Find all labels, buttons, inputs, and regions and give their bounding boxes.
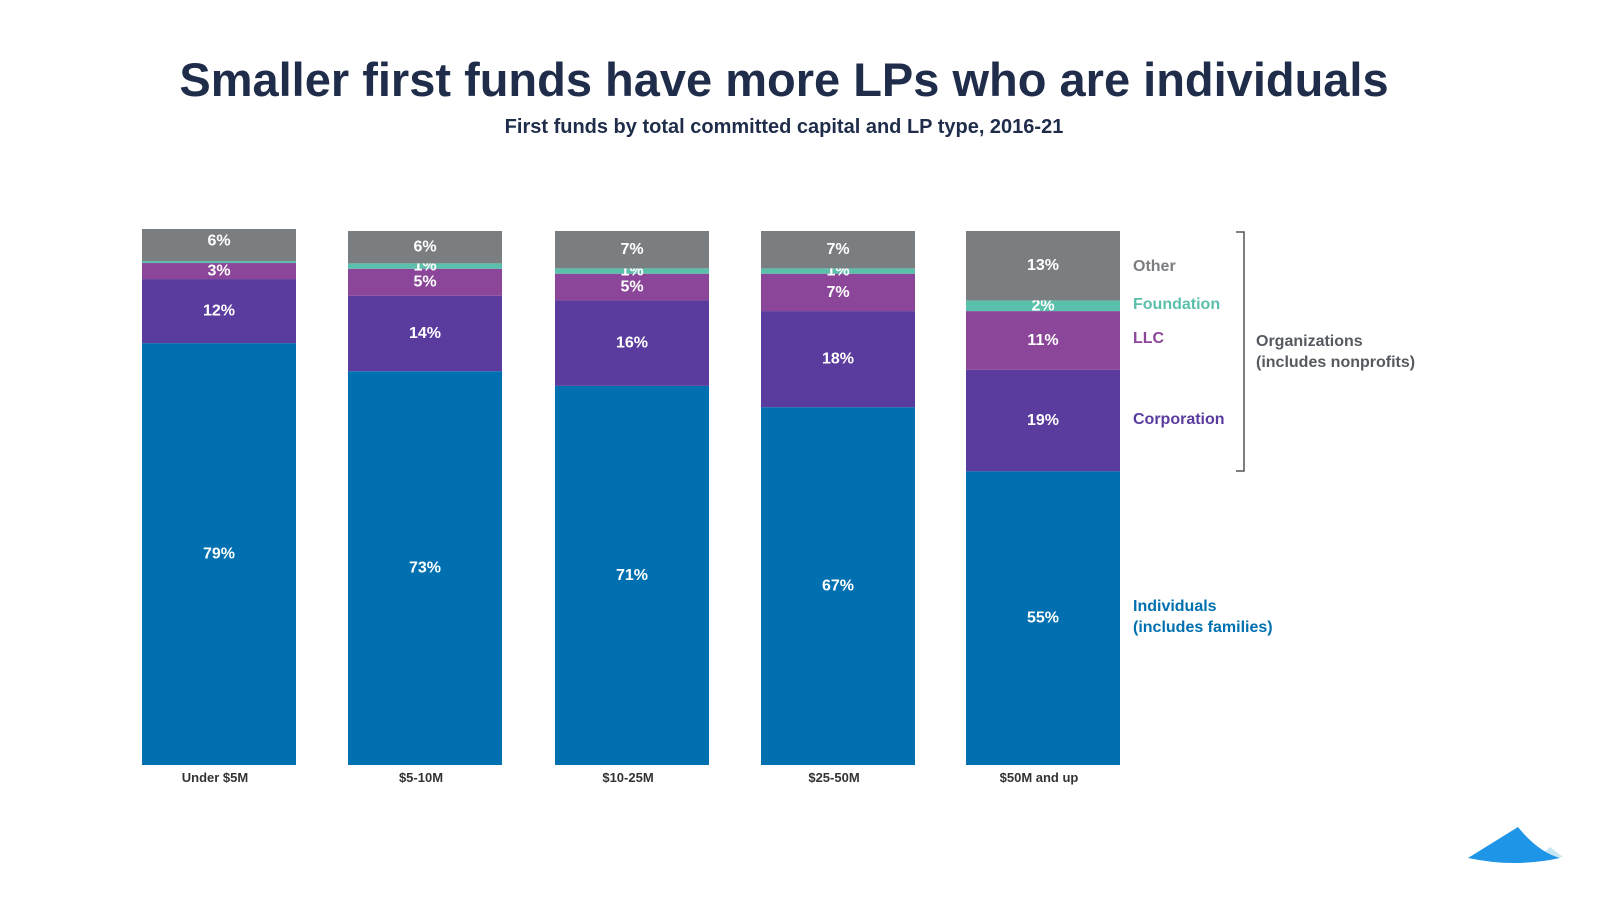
category-label: $50M and up [1000, 770, 1079, 785]
organizations-label-line2: (includes nonprofits) [1256, 354, 1415, 371]
data-label: 3% [207, 263, 230, 280]
data-label: 7% [826, 284, 849, 301]
bar-segment-foundation [555, 268, 709, 274]
data-label: 55% [1027, 610, 1059, 627]
bar-segment-corporation [761, 311, 915, 408]
data-label: 2% [1031, 297, 1054, 314]
bar-segment-individuals [555, 385, 709, 765]
bar-segment-individuals [966, 471, 1120, 765]
data-label: 6% [413, 239, 436, 256]
bar-segment-other [348, 231, 502, 264]
data-label: 6% [207, 233, 230, 250]
bar-segment-foundation [761, 268, 915, 274]
bar-segment-corporation [348, 295, 502, 372]
data-label: 14% [409, 325, 441, 342]
bar-segment-foundation [142, 261, 296, 264]
data-label: 13% [1027, 257, 1059, 274]
data-label: 5% [413, 274, 436, 291]
category-label: Under $5M [182, 770, 248, 785]
legend-other: Other [1133, 258, 1176, 275]
data-label: 18% [822, 351, 854, 368]
bar-segment-corporation [142, 279, 296, 344]
bar-segment-foundation [966, 300, 1120, 312]
bar-segment-other [966, 231, 1120, 301]
legend-llc: LLC [1133, 330, 1165, 347]
legend-individuals-line2: (includes families) [1133, 619, 1273, 636]
data-label: 11% [1027, 332, 1058, 349]
organizations-bracket [1236, 231, 1245, 472]
data-label: 79% [203, 546, 235, 563]
bar-segment-individuals [348, 371, 502, 765]
bar-segment-llc [761, 273, 915, 312]
category-label: $5-10M [399, 770, 443, 785]
data-label: 16% [616, 335, 648, 352]
legend: Other Foundation LLC Corporation Individ… [1133, 231, 1415, 636]
bar-segment-other [555, 231, 709, 269]
bar-segment-llc [348, 268, 502, 296]
bar-segment-llc [555, 273, 709, 301]
bar-segment-individuals [142, 343, 296, 765]
data-label: 19% [1027, 412, 1059, 429]
data-label: 67% [822, 578, 854, 595]
bar-segment-other [761, 231, 915, 269]
bar-segment-corporation [966, 369, 1120, 472]
bar-segment-other [142, 229, 296, 262]
data-label: 12% [203, 303, 235, 320]
bar-segment-corporation [555, 300, 709, 386]
data-label: 7% [620, 241, 643, 258]
legend-foundation: Foundation [1133, 296, 1220, 313]
bar-segment-llc [966, 311, 1120, 370]
legend-individuals-line1: Individuals [1133, 598, 1217, 615]
category-label: $25-50M [808, 770, 859, 785]
bars-group: 79%12%3%0%6%Under $5M73%14%5%1%6%$5-10M7… [142, 229, 1120, 785]
bar-segment-foundation [348, 263, 502, 269]
organizations-label-line1: Organizations [1256, 333, 1363, 350]
bar-segment-llc [142, 263, 296, 280]
mountain-logo-icon [1468, 827, 1563, 863]
chart-title: Smaller first funds have more LPs who ar… [179, 53, 1389, 106]
chart-subtitle: First funds by total committed capital a… [504, 116, 1064, 138]
legend-corporation: Corporation [1133, 411, 1225, 428]
bar-segment-individuals [761, 407, 915, 765]
data-label: 7% [826, 241, 849, 258]
data-label: 5% [620, 279, 643, 296]
data-label: 73% [409, 560, 441, 577]
data-label: 71% [616, 567, 648, 584]
category-label: $10-25M [602, 770, 653, 785]
